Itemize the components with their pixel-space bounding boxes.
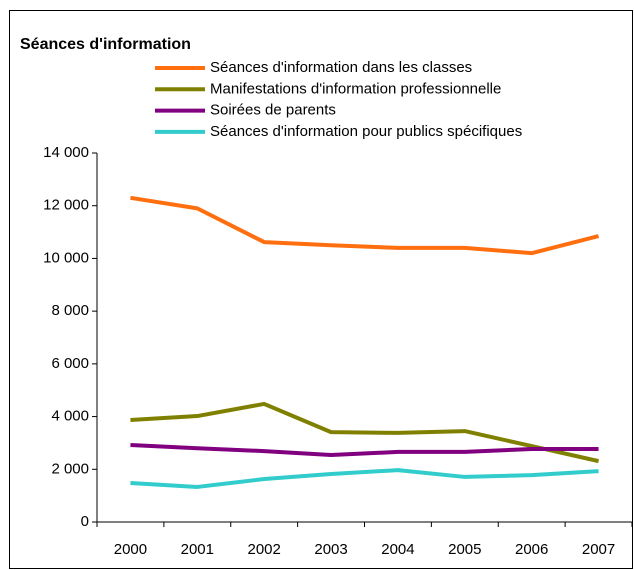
y-tick-label: 0 bbox=[81, 513, 89, 530]
y-tick-label: 8 000 bbox=[51, 302, 89, 319]
y-tick-label: 6 000 bbox=[51, 355, 89, 372]
x-tick-label: 2004 bbox=[381, 541, 414, 558]
x-tick-label: 2000 bbox=[114, 541, 147, 558]
legend-label: Séances d'information dans les classes bbox=[210, 59, 472, 76]
x-tick-label: 2002 bbox=[248, 541, 281, 558]
series-line bbox=[130, 468, 599, 489]
y-tick-label: 10 000 bbox=[43, 249, 89, 266]
legend-label: Séances d'information pour publics spéci… bbox=[210, 123, 522, 140]
y-tick-label: 14 000 bbox=[43, 144, 89, 161]
x-tick-label: 2001 bbox=[181, 541, 214, 558]
x-tick-label: 2006 bbox=[515, 541, 548, 558]
x-tick-label: 2005 bbox=[448, 541, 481, 558]
y-tick-label: 2 000 bbox=[51, 460, 89, 477]
chart-title: Séances d'information bbox=[20, 36, 191, 53]
series-line bbox=[130, 195, 600, 256]
series-line bbox=[130, 443, 599, 458]
x-tick-label: 2003 bbox=[314, 541, 347, 558]
y-tick-label: 12 000 bbox=[43, 197, 89, 214]
legend-label: Soirées de parents bbox=[210, 102, 336, 119]
y-tick-label: 4 000 bbox=[51, 408, 89, 425]
x-tick-label: 2007 bbox=[582, 541, 615, 558]
series-line bbox=[130, 401, 600, 464]
legend-label: Manifestations d'information professionn… bbox=[210, 80, 501, 97]
